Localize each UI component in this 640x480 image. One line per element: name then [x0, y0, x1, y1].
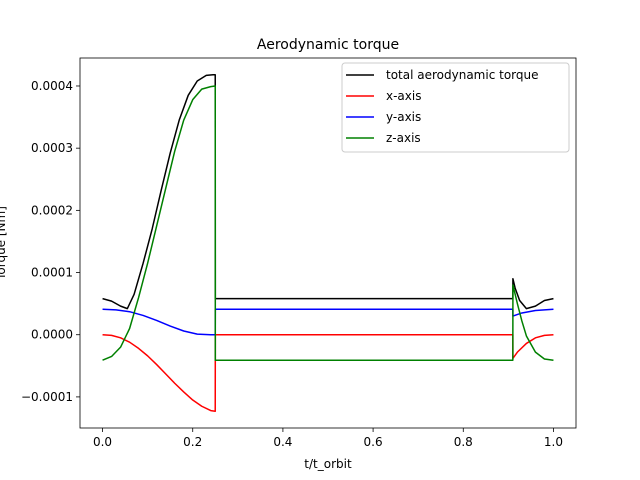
x-tick-label: 0.8	[454, 435, 473, 449]
y-tick-label: 0.0003	[31, 141, 73, 155]
series-line-0	[102, 74, 554, 310]
legend-label-2: y-axis	[386, 110, 421, 124]
legend-box	[341, 62, 570, 153]
x-tick-label: 0.6	[364, 435, 383, 449]
x-axis-ticks: 0.0 0.2 0.4 0.6 0.8 1.0	[93, 428, 563, 449]
x-axis-label: t/t_orbit	[304, 457, 352, 471]
y-tick-label: 0.0001	[31, 266, 73, 280]
y-tick-label: 0.0000	[31, 328, 73, 342]
legend: total aerodynamic torque x-axis y-axis z-ax…	[341, 62, 570, 153]
plot-frame	[79, 57, 577, 429]
series-layer	[102, 74, 554, 412]
x-tick-label: 0.2	[183, 435, 202, 449]
series-line-3	[102, 85, 554, 361]
legend-label-0: total aerodynamic torque	[386, 68, 539, 82]
series-line-1	[102, 333, 554, 412]
series-line-2	[102, 308, 554, 336]
legend-label-3: z-axis	[386, 131, 421, 145]
x-tick-label: 0.4	[273, 435, 292, 449]
y-tick-label: 0.0002	[31, 203, 73, 217]
y-tick-label: 0.0004	[31, 79, 73, 93]
legend-label-1: x-axis	[386, 89, 421, 103]
chart-title: Aerodynamic torque	[257, 37, 399, 53]
y-axis-ticks: −0.0001 0.0000 0.0001 0.0002 0.0003 0.0004	[21, 79, 80, 404]
y-axis-label: Torque [Nm]	[0, 206, 8, 281]
y-tick-label: −0.0001	[21, 390, 73, 404]
x-tick-label: 1.0	[544, 435, 563, 449]
x-tick-label: 0.0	[93, 435, 112, 449]
